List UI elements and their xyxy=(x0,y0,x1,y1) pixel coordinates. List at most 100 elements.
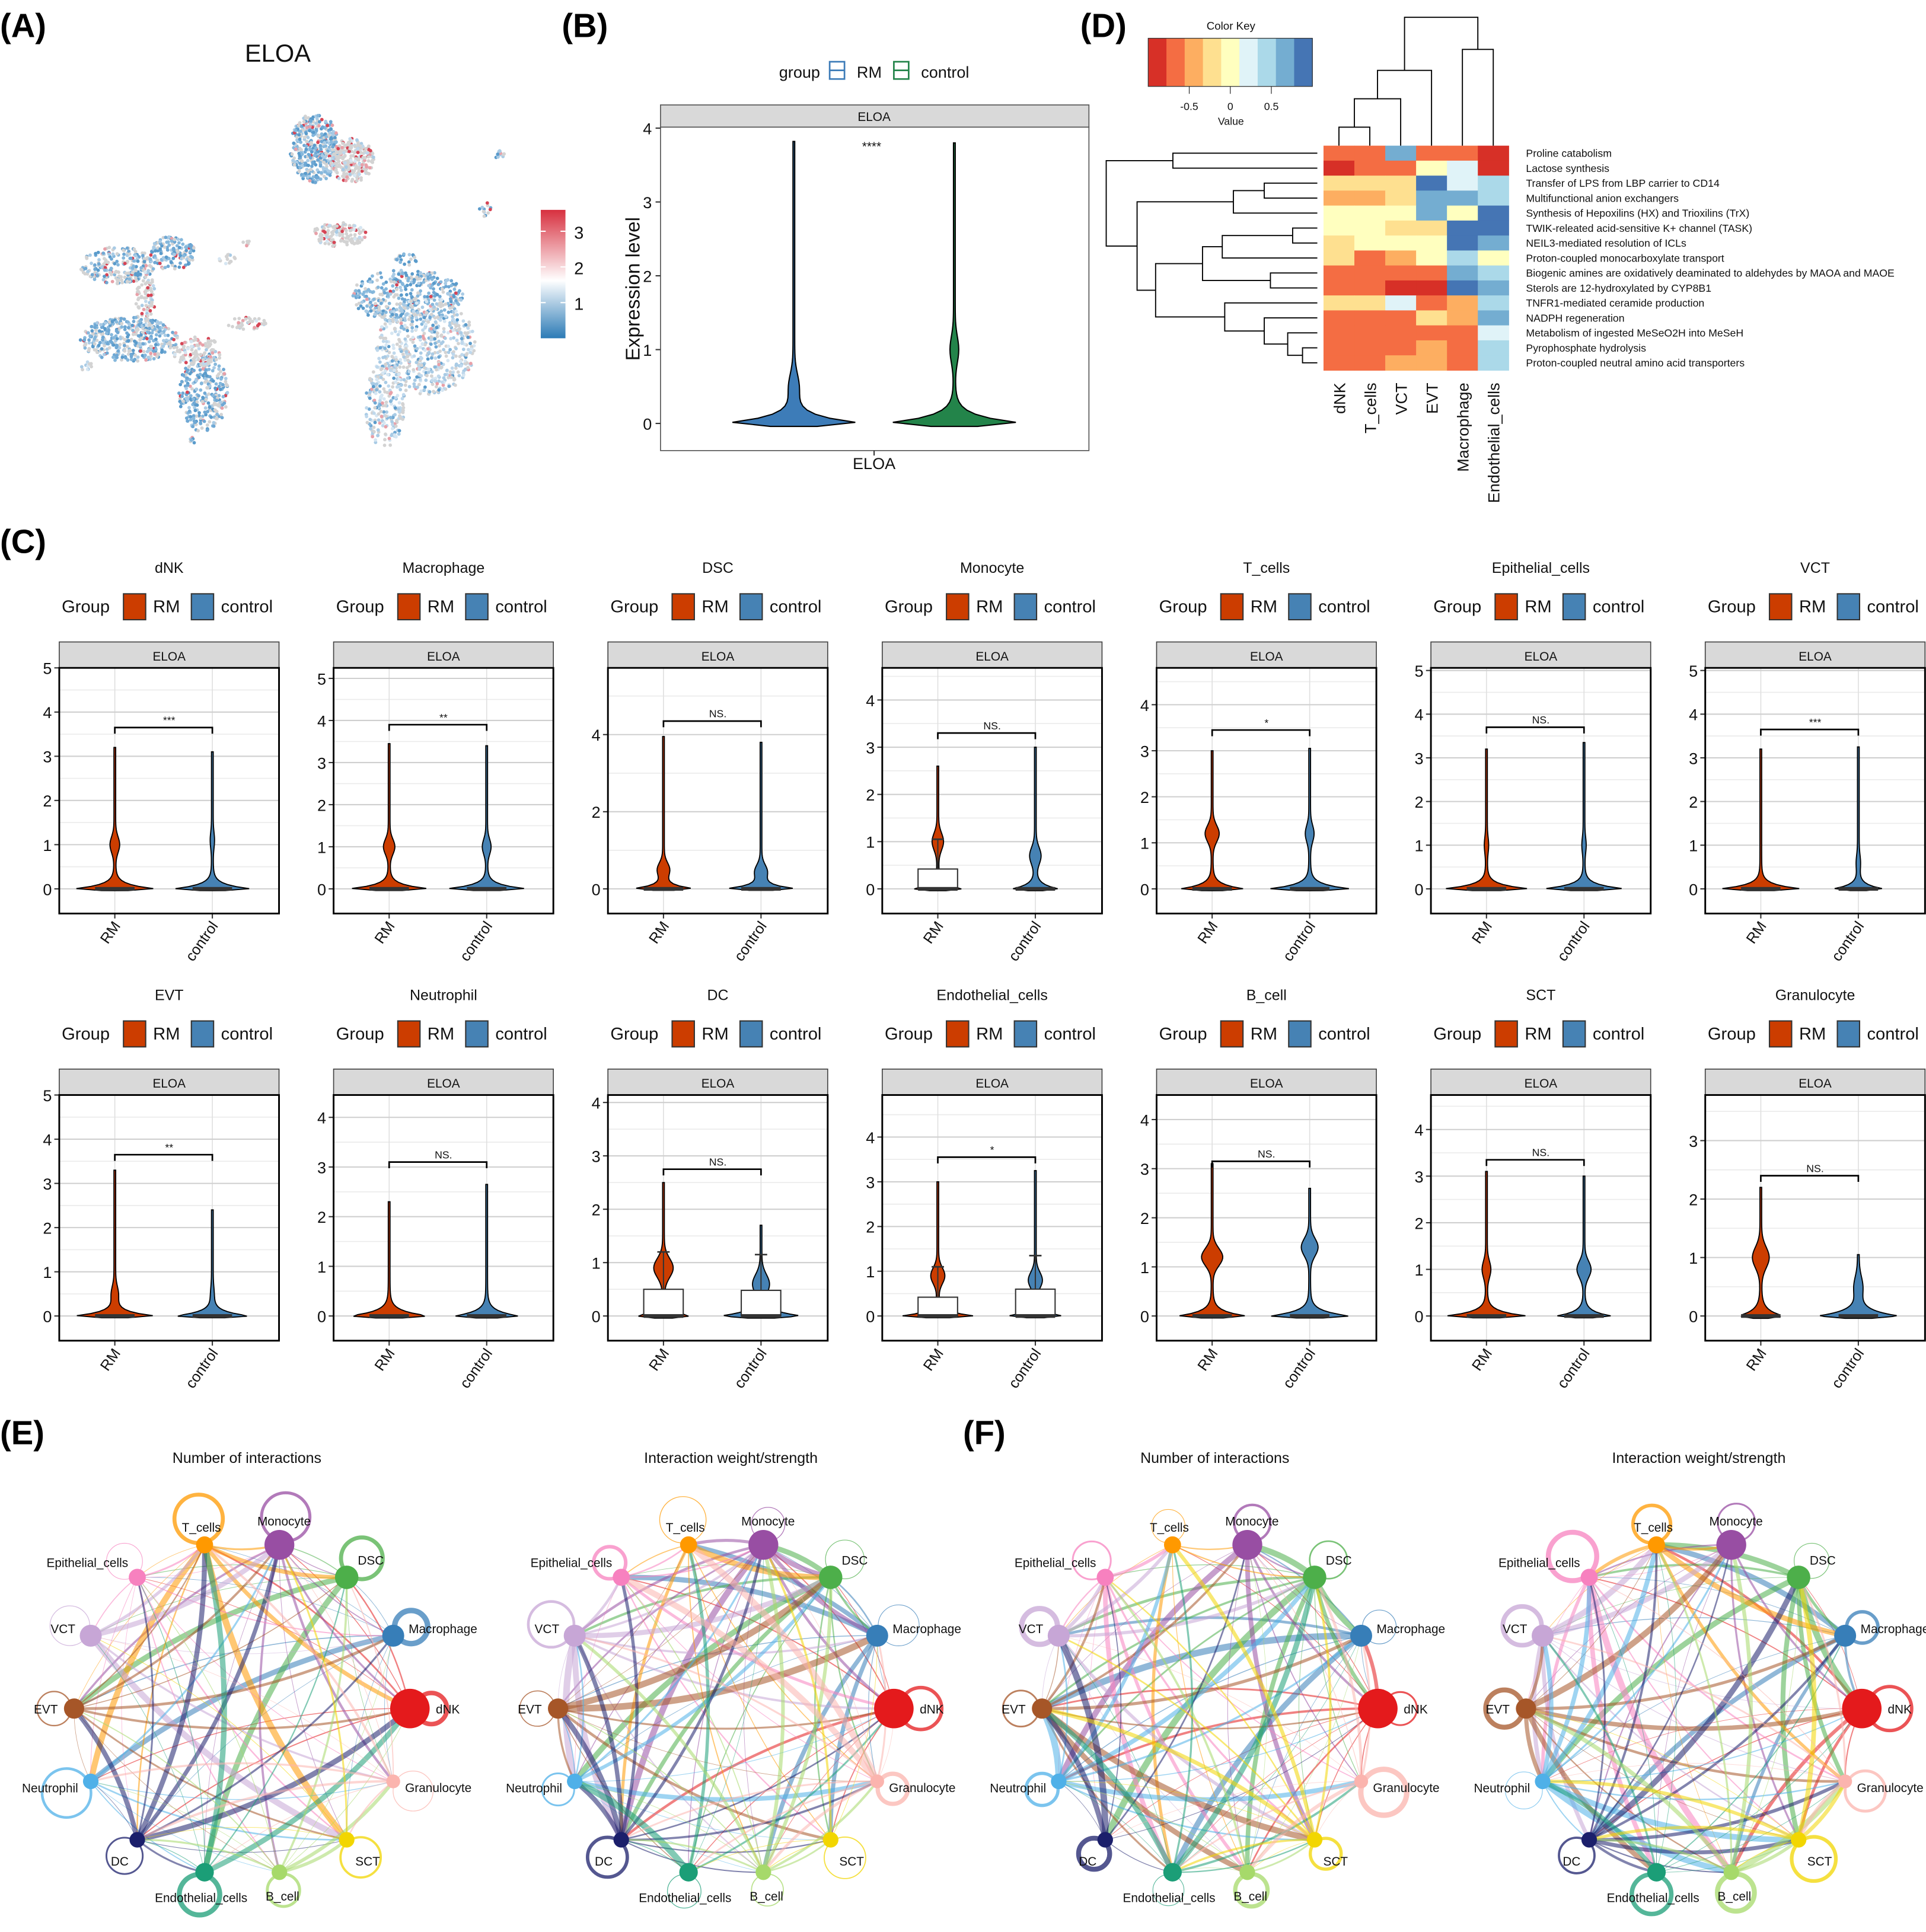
umap-cell-point xyxy=(413,256,417,259)
umap-cell-point xyxy=(370,158,374,162)
y-tick-label: 2 xyxy=(1140,1210,1149,1228)
cell-node-T_cells xyxy=(196,1536,213,1554)
umap-cell-point xyxy=(97,343,101,347)
column-dendrogram xyxy=(1404,17,1479,71)
umap-cell-point xyxy=(389,279,393,283)
significance-label: NS. xyxy=(435,1149,452,1161)
umap-cell-point xyxy=(311,130,315,135)
umap-cell-point xyxy=(454,291,458,295)
y-tick-label: 5 xyxy=(43,1087,52,1105)
umap-cell-point xyxy=(192,416,196,420)
umap-cell-point xyxy=(410,280,413,284)
umap-cell-point xyxy=(171,330,174,334)
color-key-bin xyxy=(1148,38,1167,87)
umap-cell-point xyxy=(317,133,321,138)
umap-cell-point xyxy=(353,145,357,149)
umap-cell-point xyxy=(145,323,149,327)
legend-label: RM xyxy=(1525,598,1551,617)
umap-cell-point xyxy=(460,337,464,340)
y-tick-label: 2 xyxy=(1140,789,1149,806)
umap-cell-point xyxy=(365,420,369,425)
umap-cell-point xyxy=(146,294,151,298)
umap-cell-point xyxy=(318,161,322,164)
umap-cell-point xyxy=(209,339,213,343)
umap-cell-point xyxy=(345,240,349,244)
umap-cell-point xyxy=(394,358,398,362)
umap-cell-point xyxy=(412,368,416,372)
umap-cell-point xyxy=(190,387,194,391)
umap-cell-point xyxy=(416,291,420,295)
umap-cell-point xyxy=(416,294,420,298)
network-edges xyxy=(556,1538,895,1874)
significance-label: ** xyxy=(439,712,448,723)
cell-node-label: DSC xyxy=(358,1554,384,1567)
umap-cell-point xyxy=(400,397,404,401)
y-tick-label: 4 xyxy=(43,704,52,722)
umap-cell-point xyxy=(87,341,91,345)
umap-cell-point xyxy=(480,205,484,209)
umap-cell-point xyxy=(398,302,403,305)
umap-cell-point xyxy=(203,342,208,346)
cell-node-label: T_cells xyxy=(182,1521,221,1535)
umap-cell-point xyxy=(360,163,364,167)
umap-cell-point xyxy=(225,384,229,388)
umap-cell-point xyxy=(331,148,335,152)
umap-cell-point xyxy=(187,258,192,262)
umap-cell-point xyxy=(218,353,222,357)
umap-cell-point xyxy=(334,168,338,171)
umap-cell-point xyxy=(398,414,401,418)
umap-cell-point xyxy=(356,158,361,162)
umap-cell-point xyxy=(410,272,414,276)
umap-cell-point xyxy=(318,177,323,181)
box-median xyxy=(1192,887,1232,891)
umap-cell-point xyxy=(335,233,339,237)
umap-cell-point xyxy=(151,321,154,324)
y-tick-label: 0 xyxy=(317,881,326,898)
umap-cell-point xyxy=(460,353,464,357)
legend-label: RM xyxy=(976,598,1003,617)
umap-cell-point xyxy=(409,283,413,286)
umap-cell-point xyxy=(380,415,384,419)
umap-cell-point xyxy=(428,315,432,320)
umap-cell-point xyxy=(192,397,195,401)
umap-cell-point xyxy=(87,349,91,352)
heatmap-cell xyxy=(1385,160,1417,176)
cell-node-Granulocyte xyxy=(386,1774,400,1788)
heatmap-cell xyxy=(1354,280,1386,296)
umap-cell-point xyxy=(149,293,153,297)
panel-label-b: (B) xyxy=(562,7,608,44)
umap-cell-point xyxy=(379,301,383,305)
umap-cell-point xyxy=(348,140,352,144)
y-tick-label: 0 xyxy=(592,881,601,898)
umap-cell-point xyxy=(400,275,404,279)
umap-cell-point xyxy=(395,293,399,297)
umap-cell-point xyxy=(328,131,332,135)
heatmap-cell xyxy=(1354,190,1386,206)
umap-cell-point xyxy=(245,244,248,248)
legend-title: group xyxy=(779,63,820,81)
umap-cell-point xyxy=(308,129,311,133)
y-tick-label: 0 xyxy=(1415,881,1424,898)
umap-cell-point xyxy=(132,264,136,268)
umap-cell-point xyxy=(195,343,199,347)
plot-frame xyxy=(1704,667,1926,914)
panel-title: Endothelial_cells xyxy=(936,987,1047,1003)
legend-key-control xyxy=(1288,1020,1312,1048)
umap-cell-point xyxy=(442,319,447,323)
umap-cell-point xyxy=(402,252,406,256)
umap-cell-point xyxy=(439,298,444,302)
box-median xyxy=(192,1314,232,1318)
umap-cell-point xyxy=(411,336,415,339)
umap-cell-point xyxy=(154,343,158,347)
umap-cell-point xyxy=(329,120,333,124)
umap-cell-point xyxy=(468,361,473,365)
heatmap-cell xyxy=(1478,325,1509,341)
umap-cell-point xyxy=(203,406,208,410)
umap-cell-point xyxy=(116,349,120,353)
umap-cell-point xyxy=(396,333,400,337)
x-tick-label: RM xyxy=(646,1346,672,1374)
umap-cell-point xyxy=(409,337,413,342)
umap-cell-point xyxy=(90,329,94,333)
